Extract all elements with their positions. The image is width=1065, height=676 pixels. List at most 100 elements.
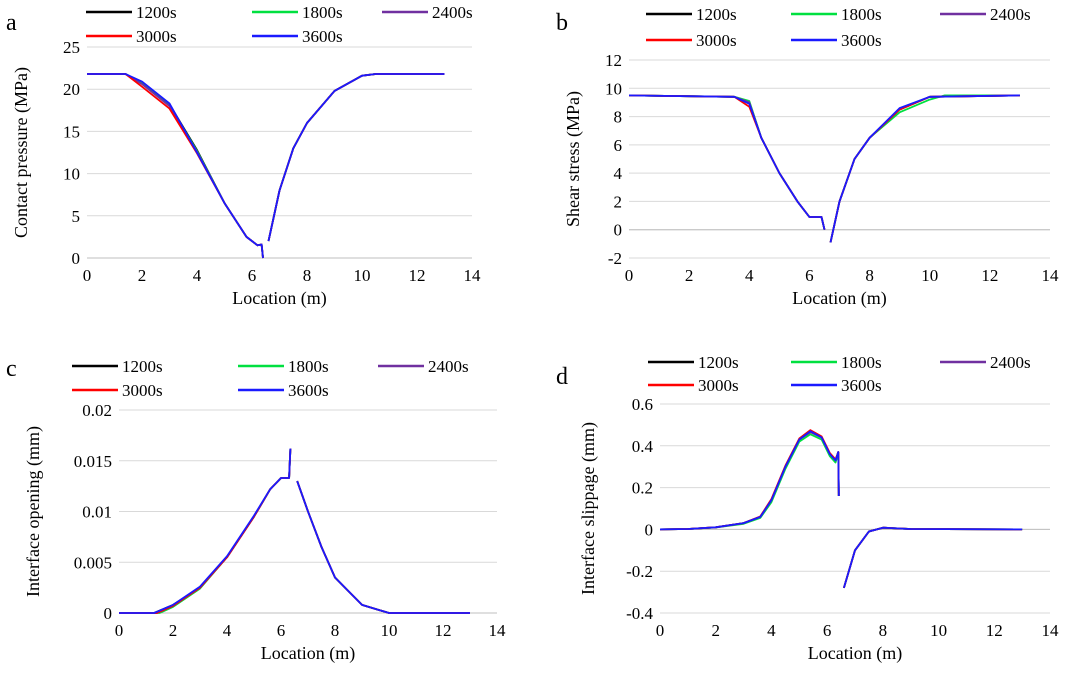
panel-label: d [556, 364, 568, 390]
series-line-3000s [628, 94, 826, 230]
series-line-1800s [296, 480, 470, 614]
series-line-3600s [119, 448, 292, 614]
y-axis-title: Interface slippage (mm) [578, 422, 599, 595]
series-line-1200s [628, 94, 826, 230]
x-tick-label: 0 [83, 266, 92, 285]
series-line-3600s [829, 94, 1020, 243]
y-axis-title: Shear stress (MPa) [563, 91, 584, 227]
x-tick-label: 10 [381, 621, 398, 640]
series-line-1800s [628, 94, 826, 230]
x-tick-label: 2 [169, 621, 178, 640]
y-tick-label: 0.015 [74, 452, 112, 471]
chart-panel-a: 0 5 10 15 20 25 0 2 4 6 8 10 12 14 Location (m) Contact… [6, 3, 481, 309]
x-tick-label: 0 [625, 266, 634, 285]
panel-label: c [6, 356, 17, 382]
x-tick-label: 0 [656, 621, 665, 640]
y-tick-label: 6 [614, 136, 623, 155]
legend-label-3600s: 3600s [841, 376, 882, 395]
x-tick-label: 12 [981, 266, 998, 285]
x-tick-label: 2 [138, 266, 147, 285]
x-tick-label: 8 [865, 266, 874, 285]
x-tick-label: 10 [354, 266, 371, 285]
y-tick-label: -0.2 [626, 562, 653, 581]
legend-label-2400s: 2400s [428, 357, 469, 376]
x-tick-label: 0 [115, 621, 124, 640]
legend-label-1800s: 1800s [841, 353, 882, 372]
x-tick-label: 4 [767, 621, 776, 640]
y-axis-title: Contact pressure (MPa) [11, 67, 32, 238]
series-line-3000s [119, 448, 292, 614]
x-tick-label: 6 [277, 621, 286, 640]
series-line-3000s [829, 94, 1020, 243]
series-line-3600s [296, 480, 470, 614]
y-tick-label: 0 [614, 221, 623, 240]
series-line-1200s [296, 480, 470, 614]
x-tick-label: 14 [464, 266, 482, 285]
x-tick-label: 2 [711, 621, 720, 640]
legend-label-1800s: 1800s [841, 5, 882, 24]
legend-label-2400s: 2400s [990, 353, 1031, 372]
y-axis-title: Interface opening (mm) [23, 426, 44, 597]
legend-label-3000s: 3000s [696, 31, 737, 50]
x-tick-label: 2 [685, 266, 694, 285]
x-tick-label: 4 [193, 266, 202, 285]
x-tick-label: 14 [489, 621, 507, 640]
x-tick-label: 8 [331, 621, 340, 640]
series-line-1800s [659, 433, 840, 531]
y-tick-label: 0 [72, 249, 81, 268]
y-tick-label: 0.02 [82, 401, 112, 420]
x-tick-label: 12 [409, 266, 426, 285]
y-tick-label: 0.6 [632, 395, 653, 414]
y-tick-label: 15 [63, 122, 80, 141]
series-line-3000s [659, 429, 840, 531]
legend-label-1800s: 1800s [302, 3, 343, 22]
x-tick-label: 10 [930, 621, 947, 640]
y-tick-label: 25 [63, 38, 80, 57]
series-line-3000s [843, 526, 1023, 589]
x-axis-title: Location (m) [808, 643, 902, 664]
x-tick-label: 6 [248, 266, 257, 285]
legend-label-2400s: 2400s [990, 5, 1031, 24]
series-line-2400s [87, 73, 264, 259]
y-tick-label: 10 [63, 165, 80, 184]
legend-label-3600s: 3600s [302, 27, 343, 46]
y-tick-label: -2 [608, 249, 622, 268]
y-tick-label: 8 [614, 108, 623, 127]
series-line-1800s [829, 94, 1020, 243]
x-tick-label: 12 [435, 621, 452, 640]
series-line-1200s [843, 526, 1023, 589]
legend-label-3600s: 3600s [841, 31, 882, 50]
series-line-1800s [87, 73, 264, 259]
series-line-3000s [296, 480, 470, 614]
chart-panel-c: 0 0.005 0.01 0.015 0.02 0 2 4 6 8 10 12 14 Location (… [6, 356, 506, 664]
x-axis-title: Location (m) [232, 288, 326, 309]
chart-panel-d: -0.4 -0.2 0 0.2 0.4 0.6 0 2 4 6 8 10 12 14 Location (m… [556, 353, 1059, 664]
x-tick-label: 6 [805, 266, 814, 285]
y-tick-label: 0.01 [82, 503, 112, 522]
panel-label: a [6, 10, 17, 36]
y-tick-label: 0 [645, 520, 654, 539]
series-line-2400s [843, 526, 1023, 589]
y-tick-label: 2 [614, 192, 623, 211]
legend-label-3000s: 3000s [698, 376, 739, 395]
y-tick-label: 0.4 [632, 437, 654, 456]
y-tick-label: 0.005 [74, 553, 112, 572]
series-line-2400s [829, 94, 1020, 243]
series-line-1200s [87, 73, 264, 259]
series-line-1800s [119, 448, 292, 614]
series-line-1800s [843, 526, 1023, 589]
series-line-3600s [628, 94, 826, 230]
y-tick-label: 5 [72, 207, 81, 226]
x-tick-label: 4 [745, 266, 754, 285]
series-line-2400s [659, 431, 840, 531]
series-line-2400s [296, 480, 470, 614]
legend-label-1200s: 1200s [696, 5, 737, 24]
x-tick-label: 12 [986, 621, 1003, 640]
y-tick-label: 0.2 [632, 479, 653, 498]
legend-label-3000s: 3000s [122, 381, 163, 400]
legend-label-1800s: 1800s [288, 357, 329, 376]
series-line-3600s [267, 73, 445, 242]
x-tick-label: 14 [1042, 266, 1060, 285]
